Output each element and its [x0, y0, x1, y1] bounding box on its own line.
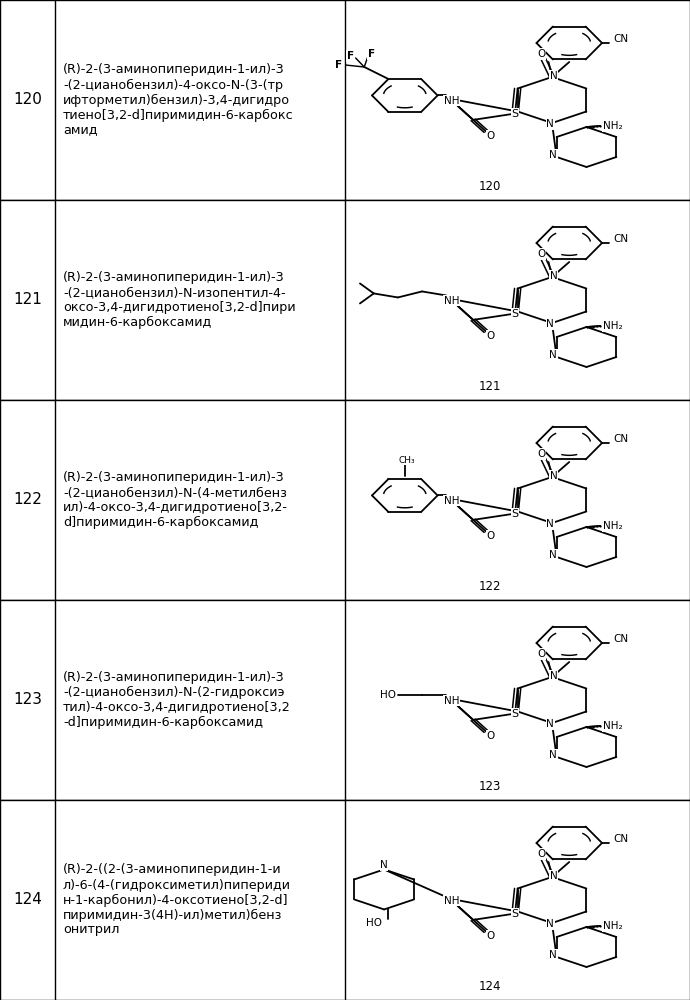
Text: оксо-3,4-дигидротиено[3,2-d]пири: оксо-3,4-дигидротиено[3,2-d]пири: [63, 301, 295, 314]
Text: амид: амид: [63, 123, 97, 136]
Text: 122: 122: [13, 492, 42, 508]
Text: пиримидин-3(4H)-ил)метил)бенз: пиримидин-3(4H)-ил)метил)бенз: [63, 908, 282, 922]
Text: (R)-2-(3-аминопиперидин-1-ил)-3: (R)-2-(3-аминопиперидин-1-ил)-3: [63, 671, 285, 684]
Text: (R)-2-(3-аминопиперидин-1-ил)-3: (R)-2-(3-аминопиперидин-1-ил)-3: [63, 471, 285, 484]
Text: 124: 124: [13, 892, 42, 908]
Text: тил)-4-оксо-3,4-дигидротиено[3,2: тил)-4-оксо-3,4-дигидротиено[3,2: [63, 701, 290, 714]
Text: -(2-цианобензил)-N-(4-метилбенз: -(2-цианобензил)-N-(4-метилбенз: [63, 486, 287, 499]
Text: н-1-карбонил)-4-оксотиено[3,2-d]: н-1-карбонил)-4-оксотиено[3,2-d]: [63, 893, 288, 907]
Text: -(2-цианобензил)-N-изопентил-4-: -(2-цианобензил)-N-изопентил-4-: [63, 286, 286, 299]
Bar: [0, 800, 690, 1000]
Text: (R)-2-(3-аминопиперидин-1-ил)-3: (R)-2-(3-аминопиперидин-1-ил)-3: [63, 64, 285, 77]
Bar: [0, 0, 690, 200]
Text: тиено[3,2-d]пиримидин-6-карбокс: тиено[3,2-d]пиримидин-6-карбокс: [63, 108, 294, 122]
Text: -(2-цианобензил)-N-(2-гидроксиэ: -(2-цианобензил)-N-(2-гидроксиэ: [63, 686, 284, 699]
Text: л)-6-(4-(гидроксиметил)пипериди: л)-6-(4-(гидроксиметил)пипериди: [63, 879, 291, 892]
Text: 123: 123: [13, 692, 42, 708]
Bar: [0, 600, 690, 800]
Text: ифторметил)бензил)-3,4-дигидро: ифторметил)бензил)-3,4-дигидро: [63, 93, 290, 107]
Text: 121: 121: [13, 292, 42, 308]
Text: 120: 120: [13, 93, 42, 107]
Text: онитрил: онитрил: [63, 924, 119, 936]
Text: d]пиримидин-6-карбоксамид: d]пиримидин-6-карбоксамид: [63, 516, 258, 529]
Text: ил)-4-оксо-3,4-дигидротиено[3,2-: ил)-4-оксо-3,4-дигидротиено[3,2-: [63, 501, 288, 514]
Bar: [0, 200, 690, 400]
Bar: [0, 400, 690, 600]
Text: -d]пиримидин-6-карбоксамид: -d]пиримидин-6-карбоксамид: [63, 716, 263, 729]
Text: (R)-2-(3-аминопиперидин-1-ил)-3: (R)-2-(3-аминопиперидин-1-ил)-3: [63, 271, 285, 284]
Text: мидин-6-карбоксамид: мидин-6-карбоксамид: [63, 316, 213, 329]
Text: -(2-цианобензил)-4-оксо-N-(3-(тр: -(2-цианобензил)-4-оксо-N-(3-(тр: [63, 78, 283, 92]
Text: (R)-2-((2-(3-аминопиперидин-1-и: (R)-2-((2-(3-аминопиперидин-1-и: [63, 863, 282, 876]
